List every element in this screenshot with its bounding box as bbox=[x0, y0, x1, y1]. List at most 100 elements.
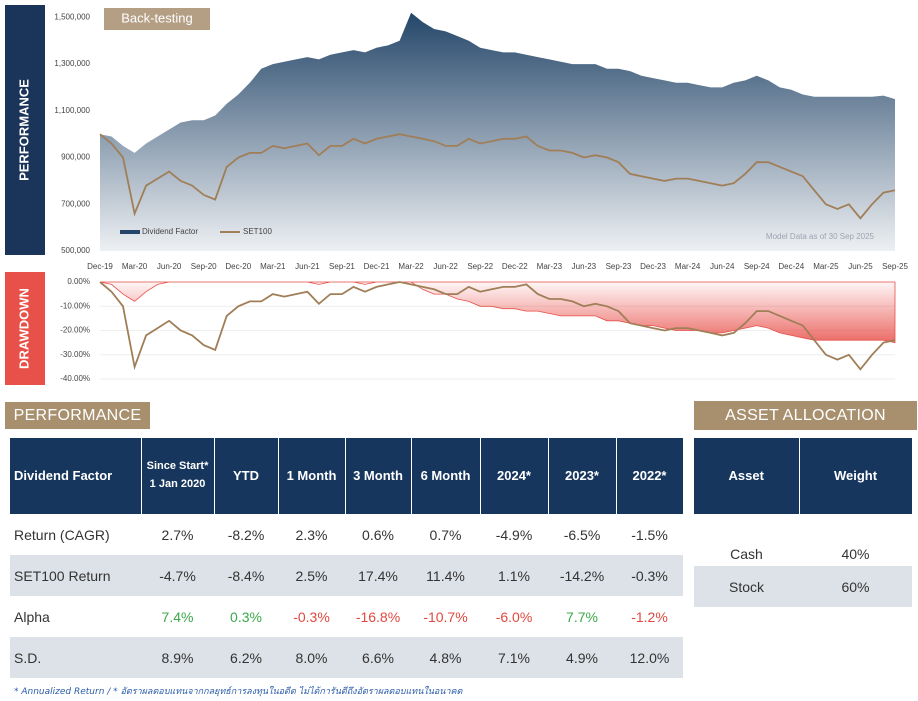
column-header: Asset bbox=[694, 438, 800, 514]
legend-label: SET100 bbox=[243, 227, 272, 236]
table-cell: 7.7% bbox=[566, 608, 598, 625]
legend-swatch bbox=[120, 230, 140, 234]
x-tick-label: Mar-21 bbox=[260, 262, 286, 271]
table-cell: 0.6% bbox=[362, 526, 394, 543]
x-tick-label: Mar-25 bbox=[813, 262, 839, 271]
x-tick-label: Dec-19 bbox=[87, 262, 113, 271]
column-header: 6 Month bbox=[411, 438, 481, 514]
x-tick-label: Jun-22 bbox=[433, 262, 458, 271]
column-header: Dividend Factor bbox=[10, 438, 142, 514]
side-label: PERFORMANCE bbox=[16, 79, 31, 181]
x-tick-label: Mar-22 bbox=[398, 262, 424, 271]
side-label: DRAWDOWN bbox=[16, 288, 31, 369]
y-tick-label: 500,000 bbox=[61, 246, 90, 255]
table-cell: Return (CAGR) bbox=[14, 526, 110, 543]
column-header: 3 Month bbox=[345, 438, 412, 514]
table-cell: -14.2% bbox=[548, 555, 616, 596]
table-cell: 6.2% bbox=[214, 637, 278, 678]
table-cell: -4.9% bbox=[495, 526, 533, 543]
table-row: S.D. 8.9% 6.2% 8.0% 6.6% 4.8% 7.1% 4.9% 12.0% bbox=[10, 637, 683, 678]
header-row: Asset Weight bbox=[694, 438, 913, 514]
line bbox=[99, 133, 896, 220]
x-tick-label: Mar-24 bbox=[675, 262, 701, 271]
table-cell: 4.9% bbox=[548, 637, 616, 678]
x-tick-label: Mar-23 bbox=[537, 262, 563, 271]
x-tick-label: Dec-20 bbox=[225, 262, 251, 271]
x-tick-label: Dec-23 bbox=[640, 262, 666, 271]
table-cell: -1.5% bbox=[631, 526, 668, 543]
charts: PERFORMANCE 500,000 700,000 900,000 1,100,00… bbox=[5, 5, 908, 385]
table-cell: 8.9% bbox=[141, 637, 214, 678]
table-cell: -8.2% bbox=[227, 526, 265, 543]
table-cell: -0.3% bbox=[293, 608, 330, 625]
y-tick-label: 1,300,000 bbox=[54, 59, 90, 68]
table-cell: -4.7% bbox=[141, 555, 214, 596]
column-header: 1 Month bbox=[278, 438, 346, 514]
table-row: Stock 60% bbox=[694, 566, 912, 607]
x-tick-label: Sep-23 bbox=[606, 262, 632, 271]
table-cell: -8.4% bbox=[214, 555, 278, 596]
badge bbox=[104, 8, 210, 30]
y-tick-label: 900,000 bbox=[61, 153, 90, 162]
column-header: Since Start* 1 Jan 2020 bbox=[141, 438, 215, 514]
x-tick-label: Mar-20 bbox=[122, 262, 148, 271]
y-tick-label: 0.00% bbox=[67, 277, 90, 286]
x-tick-label: Jun-24 bbox=[710, 262, 735, 271]
table-cell: Cash bbox=[730, 546, 763, 562]
section-title: PERFORMANCE bbox=[5, 402, 150, 429]
table-cell: -16.8% bbox=[355, 608, 401, 625]
legend-label: Dividend Factor bbox=[142, 227, 198, 236]
asset-table: Asset Weight Cash 40% Stock 60% bbox=[694, 438, 913, 607]
table-cell: 8.0% bbox=[278, 637, 345, 678]
x-tick-label: Jun-25 bbox=[848, 262, 873, 271]
area bbox=[100, 12, 895, 252]
table-cell: 40% bbox=[841, 546, 870, 562]
column-header: 2022* bbox=[616, 438, 684, 514]
table-cell: 60% bbox=[799, 566, 912, 607]
y-tick-label: -30.00% bbox=[60, 350, 90, 359]
table-cell: 1.1% bbox=[480, 555, 548, 596]
x-tick-label: Jun-20 bbox=[157, 262, 182, 271]
table-cell: S.D. bbox=[10, 637, 141, 678]
table-cell: Stock bbox=[694, 566, 799, 607]
badge-label: Back-testing bbox=[121, 10, 193, 25]
table-row: Alpha 7.4% 0.3% -0.3% -16.8% -10.7% -6.0% 7.7% -… bbox=[10, 596, 683, 637]
table-row: SET100 Return -4.7% -8.4% 2.5% 17.4% 11.4% 1.1… bbox=[10, 555, 683, 596]
table-cell: 6.6% bbox=[345, 637, 411, 678]
table-cell: SET100 Return bbox=[10, 555, 141, 596]
table-cell: Alpha bbox=[14, 608, 50, 625]
table-cell: 4.8% bbox=[411, 637, 480, 678]
x-tick-label: Dec-24 bbox=[778, 262, 804, 271]
x-tick-label: Dec-21 bbox=[364, 262, 390, 271]
x-tick-label: Sep-21 bbox=[329, 262, 355, 271]
side-panel bbox=[5, 5, 45, 255]
table-cell: 2.7% bbox=[161, 526, 194, 543]
table-cell: 17.4% bbox=[345, 555, 411, 596]
table-cell: -6.5% bbox=[563, 526, 601, 543]
table-cell: -1.2% bbox=[631, 608, 668, 625]
column-header: YTD bbox=[214, 438, 279, 514]
header-row: Dividend Factor Since Start* 1 Jan 2020 YT… bbox=[10, 438, 684, 514]
x-tick-label: Jun-23 bbox=[572, 262, 597, 271]
column-header: 2023* bbox=[548, 438, 617, 514]
side-panel bbox=[5, 272, 45, 385]
y-tick-label: -40.00% bbox=[60, 374, 90, 383]
x-tick-label: Sep-22 bbox=[467, 262, 493, 271]
table-cell: 7.4% bbox=[161, 608, 194, 625]
y-tick-label: -10.00% bbox=[60, 301, 90, 310]
column-header: Weight bbox=[799, 438, 913, 514]
y-tick-label: 1,500,000 bbox=[54, 12, 90, 21]
x-tick-label: Dec-22 bbox=[502, 262, 528, 271]
annotation: Model Data as of 30 Sep 2025 bbox=[766, 232, 875, 241]
table-cell: 0.3% bbox=[230, 608, 262, 625]
x-tick-label: Sep-25 bbox=[882, 262, 908, 271]
y-tick-label: 1,100,000 bbox=[54, 106, 90, 115]
table-cell: 0.7% bbox=[429, 526, 462, 543]
table-cell: -0.3% bbox=[616, 555, 683, 596]
x-tick-label: Jun-21 bbox=[295, 262, 320, 271]
table-cell: 2.3% bbox=[295, 526, 328, 543]
column-header: 2024* bbox=[480, 438, 549, 514]
y-tick-label: -20.00% bbox=[60, 326, 90, 335]
footnote: * Annualized Return / * อัตราผลตอบแทนจาก… bbox=[14, 687, 463, 697]
